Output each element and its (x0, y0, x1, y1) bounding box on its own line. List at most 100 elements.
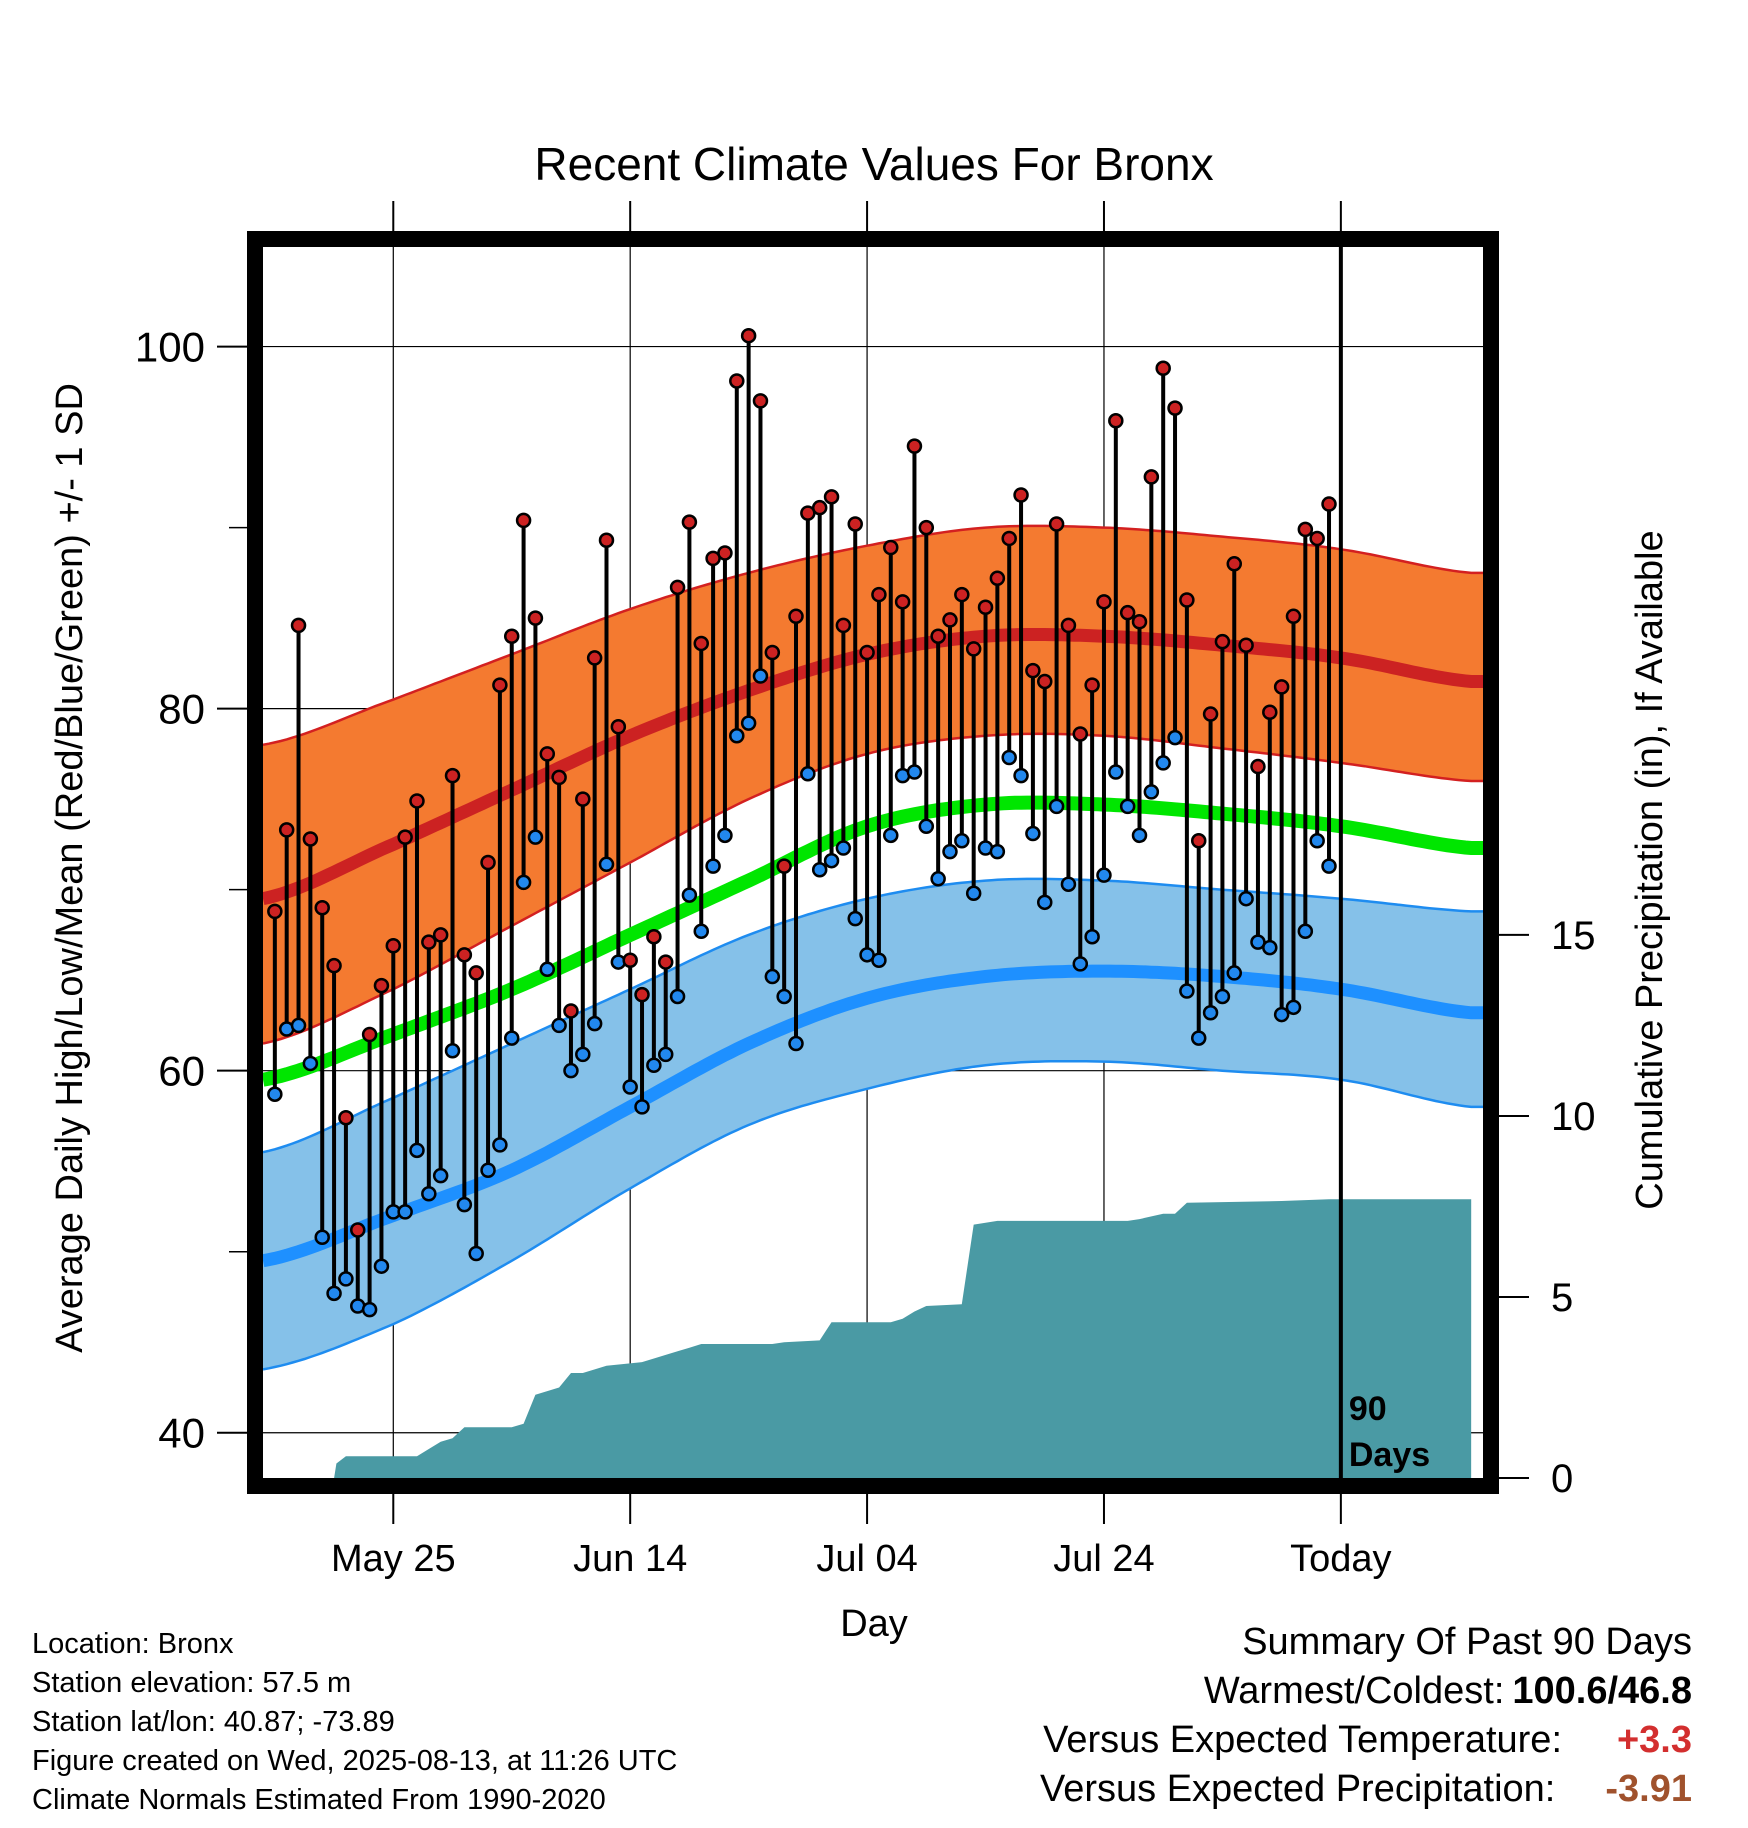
daily-low-point (764, 968, 781, 985)
chart-title: Recent Climate Values For Bronx (534, 138, 1213, 190)
daily-high-point (669, 579, 686, 596)
daily-low-point (965, 885, 982, 902)
daily-low-point (539, 961, 556, 978)
daily-high-point (989, 570, 1006, 587)
daily-high-point (1060, 617, 1077, 634)
daily-high-point (894, 594, 911, 610)
y2-tick-label: 5 (1551, 1276, 1573, 1320)
daily-high-point (883, 539, 899, 556)
precip-anomaly-value: -3.91 (1605, 1768, 1692, 1810)
daily-high-point (811, 499, 828, 516)
daily-low-point (622, 1079, 638, 1095)
daily-high-point (267, 903, 283, 920)
today-label-line1: 90 (1349, 1390, 1387, 1428)
low-sd-band (263, 878, 1483, 1370)
daily-high-point (456, 947, 473, 963)
high-upper-edge (263, 524, 1483, 747)
daily-low-point (1167, 729, 1183, 746)
x-axis-label: Day (840, 1603, 908, 1645)
daily-low-point (681, 887, 698, 903)
daily-low-point (1048, 798, 1065, 815)
plot-frame (247, 231, 1499, 1494)
daily-low-point (835, 840, 852, 856)
daily-low-point (752, 668, 769, 684)
daily-high-point (847, 516, 863, 532)
daily-high-point (1096, 594, 1112, 610)
location-text: Location: Bronx (32, 1628, 234, 1660)
daily-low-point (480, 1162, 496, 1178)
daily-low-point (575, 1046, 591, 1063)
daily-high-point (1013, 487, 1029, 503)
daily-low-point (883, 827, 899, 844)
y-tick-label: 40 (158, 1410, 205, 1457)
daily-low-point (598, 856, 615, 873)
daily-low-point (468, 1245, 484, 1262)
daily-low-point (267, 1086, 283, 1102)
daily-high-point (1262, 704, 1278, 720)
daily-high-point (1025, 662, 1041, 679)
daily-high-point (563, 1003, 579, 1019)
daily-low-point (1013, 767, 1029, 784)
daily-low-point (503, 1030, 520, 1046)
daily-high-point (326, 957, 342, 974)
daily-high-point (1155, 360, 1171, 377)
daily-high-point (1250, 758, 1266, 775)
daily-high-point (622, 952, 638, 969)
daily-high-point (361, 1026, 378, 1043)
daily-low-point (1214, 988, 1231, 1005)
daily-high-point (1119, 604, 1136, 621)
daily-low-point (397, 1204, 413, 1220)
daily-high-point (1131, 613, 1148, 630)
summary-title: Summary Of Past 90 Days (1242, 1621, 1692, 1663)
daily-high-point (444, 767, 461, 784)
daily-low-point (717, 827, 733, 844)
daily-low-point (918, 818, 935, 835)
daily-low-point (1060, 876, 1077, 892)
y2-tick-label: 15 (1551, 914, 1596, 958)
daily-low-point (989, 843, 1006, 860)
daily-high-point (527, 610, 544, 626)
daily-low-point (1143, 784, 1160, 800)
daily-low-point (1273, 1006, 1290, 1023)
daily-low-point (326, 1285, 342, 1302)
daily-high-point (1072, 726, 1089, 742)
daily-high-point (610, 718, 627, 735)
daily-high-point (634, 986, 650, 1003)
daily-high-point (942, 612, 958, 628)
normals-text: Climate Normals Estimated From 1990-2020 (32, 1784, 606, 1816)
station-info: Location: Bronx Station elevation: 57.5 … (32, 1625, 677, 1820)
daily-low-point (373, 1258, 390, 1274)
daily-low-point (871, 952, 887, 969)
daily-high-point (752, 393, 769, 409)
daily-high-point (918, 519, 935, 536)
x-tick-label: May 25 (331, 1538, 456, 1580)
daily-high-point (1108, 413, 1124, 429)
daily-high-point (1285, 608, 1302, 625)
daily-high-point (539, 746, 556, 762)
summary-panel: Summary Of Past 90 Days Warmest/Coldest:… (1040, 1618, 1692, 1814)
x-tick-label: Jul 24 (1053, 1538, 1154, 1580)
daily-high-point (515, 512, 532, 529)
created-text: Figure created on Wed, 2025-08-13, at 11… (32, 1745, 678, 1777)
daily-high-point (586, 650, 603, 666)
daily-high-point (788, 608, 804, 625)
daily-low-point (1084, 928, 1100, 945)
daily-high-point (906, 438, 923, 454)
daily-high-point (717, 545, 733, 561)
warmest-coldest-row: Warmest/Coldest: 100.6/46.8 (1040, 1667, 1692, 1716)
daily-high-point (729, 373, 745, 389)
daily-high-point (1273, 679, 1290, 695)
temp-anomaly-row: Versus Expected Temperature: +3.3 (1040, 1716, 1692, 1765)
daily-high-point (776, 858, 792, 874)
daily-low-point (930, 871, 946, 887)
daily-low-point (1190, 1030, 1207, 1046)
daily-low-point (1226, 965, 1243, 981)
daily-low-point (942, 843, 958, 860)
daily-low-point (1096, 867, 1112, 883)
daily-low-point (1025, 825, 1041, 842)
daily-low-point (551, 1017, 567, 1034)
daily-high-point (278, 822, 295, 838)
daily-high-point (646, 928, 662, 945)
daily-low-point (1309, 833, 1325, 849)
